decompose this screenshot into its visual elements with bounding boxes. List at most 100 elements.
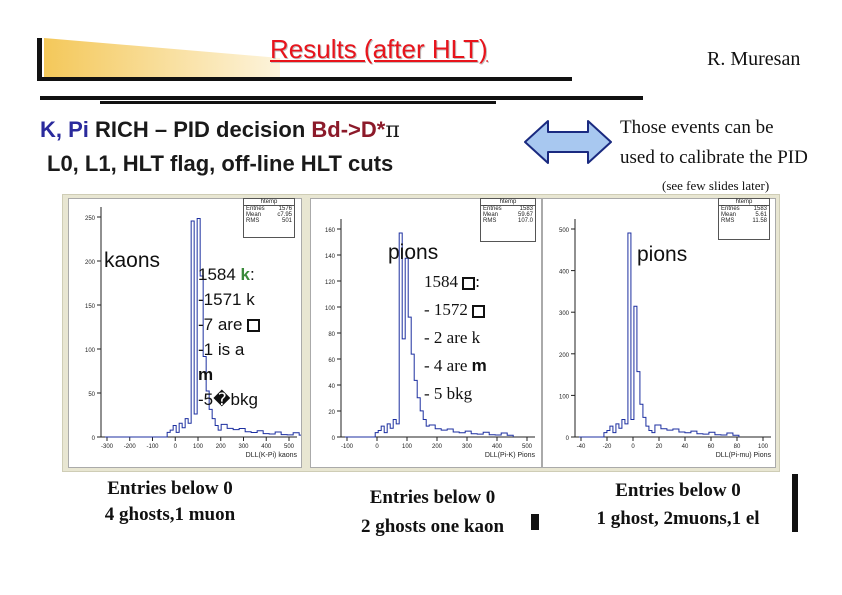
annotation-text: -7 are xyxy=(198,315,248,334)
pion-symbol-icon: p xyxy=(247,319,261,333)
subtitle-decay: Bd->D* xyxy=(311,117,386,142)
annotation-line: 1584 k: xyxy=(198,262,260,287)
note-line-3: (see few slides later) xyxy=(662,178,770,193)
x-tick-label: 20 xyxy=(656,444,663,450)
stats-title: htemp xyxy=(481,199,535,206)
panel-label-pions-2: pions xyxy=(637,243,688,266)
header-left-bar xyxy=(37,38,42,80)
x-tick-label: 0 xyxy=(174,444,178,450)
y-tick-label: 200 xyxy=(559,353,570,359)
x-tick-label: 500 xyxy=(522,444,533,450)
annotation-line: -7 are p xyxy=(198,312,261,337)
histogram-panel-pions-mu: 500 400 300 200 100 0 -40 -20 0 20 40 60 80 100 DLL(Pi… xyxy=(542,198,776,468)
subtitle-decision: RICH – PID decision xyxy=(88,117,312,142)
annotation-line: - 2 are k xyxy=(424,328,481,347)
y-tick-label: 100 xyxy=(559,394,570,400)
y-tick-label: 20 xyxy=(328,410,335,416)
caption-kaons: Entries below 0 4 ghosts,1 muon xyxy=(70,476,270,528)
y-tick-label: 0 xyxy=(332,436,336,442)
note-line-2: used to calibrate the PID xyxy=(620,147,808,168)
stats-rms: 107.0 xyxy=(517,218,533,224)
pions-annotation: 1584 p: - 1572 p - 2 are k - 4 are m - 5… xyxy=(424,268,487,408)
muon-symbol: m xyxy=(198,365,214,384)
annotation-text: - 4 are xyxy=(424,356,472,375)
caption-line-1: Entries below 0 xyxy=(369,487,496,508)
x-axis-title: DLL(K-Pi) kaons xyxy=(246,452,298,459)
x-tick-label: 100 xyxy=(758,444,769,450)
header-rule-1 xyxy=(40,96,643,100)
stats-rms-label: RMS xyxy=(483,218,497,224)
x-tick-label: 100 xyxy=(193,444,204,450)
y-tick-label: 100 xyxy=(325,306,336,312)
x-tick-label: 60 xyxy=(708,444,715,450)
stats-box-kaons: htemp Entries 1576 Mean c7.95 RMS 501 xyxy=(243,198,295,238)
y-tick-label: 60 xyxy=(328,358,335,364)
annotation-text: 1584 xyxy=(198,265,241,284)
y-tick-label: 0 xyxy=(566,436,570,442)
note-line-1: Those events can be xyxy=(620,117,774,138)
header-bottom-line xyxy=(37,77,572,81)
y-tick-label: 250 xyxy=(85,216,96,222)
x-tick-label: -100 xyxy=(341,444,354,450)
y-tick-label: 500 xyxy=(559,228,570,234)
stats-title: htemp xyxy=(719,199,769,206)
stats-rms-label: RMS xyxy=(246,218,260,224)
x-tick-label: -100 xyxy=(146,444,159,450)
panel-label-kaons: kaons xyxy=(104,249,161,272)
x-tick-label: 400 xyxy=(492,444,503,450)
annotation-line: m xyxy=(198,362,260,387)
x-tick-label: -300 xyxy=(101,444,114,450)
caption-box-shadow-right xyxy=(792,474,798,532)
caption-box-shadow xyxy=(531,514,539,530)
annotation-text: : xyxy=(250,265,255,284)
x-axis-title: DLL(Pi-K) Pions xyxy=(485,452,536,459)
stats-entries: 1583 xyxy=(753,206,767,212)
stats-mean-label: Mean xyxy=(246,212,262,218)
muon-symbol: m xyxy=(471,356,487,375)
annotation-line: - 4 are m xyxy=(424,352,487,380)
x-tick-label: 300 xyxy=(238,444,249,450)
stats-box-pions-2: htemp Entries 1583 Mean 5.61 RMS 11.58 xyxy=(718,198,770,240)
stats-rms-label: RMS xyxy=(721,218,735,224)
y-tick-label: 160 xyxy=(325,228,336,234)
x-tick-label: 400 xyxy=(261,444,272,450)
histogram-panel-kaons: 250 200 150 100 50 0 -300 -200 -100 0 100 200 300 400… xyxy=(68,198,302,468)
histogram-pions-mu: 500 400 300 200 100 0 -40 -20 0 20 40 60 80 100 DLL(Pi… xyxy=(559,219,772,459)
panel-label-pions-1: pions xyxy=(388,241,439,264)
pion-symbol-icon: p xyxy=(462,276,476,290)
histogram-series xyxy=(579,232,740,438)
stats-entries-label: Entries xyxy=(483,206,502,212)
y-tick-label: 400 xyxy=(559,270,570,276)
subtitle-particles: K, Pi xyxy=(40,117,89,142)
annotation-line: 1584 p: xyxy=(424,268,487,296)
x-tick-label: 40 xyxy=(682,444,689,450)
x-tick-label: -200 xyxy=(124,444,137,450)
x-tick-label: 80 xyxy=(734,444,741,450)
y-tick-label: 200 xyxy=(85,260,96,266)
stats-entries-label: Entries xyxy=(246,206,265,212)
stats-box-pions-1: htemp Entries 1583 Mean 59.67 RMS 107.0 xyxy=(480,198,536,242)
caption-line-2: 1 ghost, 2muons,1 el xyxy=(596,508,760,529)
annotation-text: - 1572 xyxy=(424,300,473,319)
caption-line-1: Entries below 0 xyxy=(615,480,741,501)
x-tick-label: 200 xyxy=(216,444,227,450)
y-tick-label: 80 xyxy=(328,332,335,338)
header-rule-2 xyxy=(100,101,496,104)
stats-mean: 5.61 xyxy=(755,212,767,218)
stats-mean-label: Mean xyxy=(721,212,737,218)
slide-title: Results (after HLT) xyxy=(270,34,488,64)
x-axis-title: DLL(Pi-mu) Pions xyxy=(716,452,772,459)
x-tick-label: 0 xyxy=(375,444,379,450)
x-tick-label: -20 xyxy=(603,444,612,450)
stats-mean: c7.95 xyxy=(277,212,292,218)
histogram-series xyxy=(105,218,301,438)
y-tick-label: 150 xyxy=(85,304,96,310)
double-arrow-icon xyxy=(524,120,612,164)
caption-pions-1: Entries below 0 2 ghosts one kaon xyxy=(330,483,535,541)
subtitle-line-2: L0, L1, HLT flag, off-line HLT cuts xyxy=(47,151,394,176)
y-tick-label: 100 xyxy=(85,348,96,354)
y-tick-label: 50 xyxy=(88,392,95,398)
y-tick-label: 300 xyxy=(559,311,570,317)
